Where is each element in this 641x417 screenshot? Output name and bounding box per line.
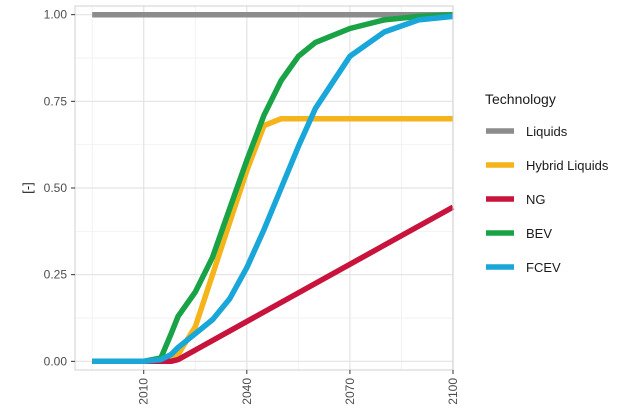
x-axis: 2010 2040 2070 2100 [137,370,460,405]
legend-label-hybrid-liquids: Hybrid Liquids [526,158,609,173]
y-axis-title: [-] [20,182,35,194]
legend: Technology Liquids Hybrid Liquids NG BEV FCE… [485,91,609,275]
y-tick-label: 0.25 [44,268,68,282]
y-tick-label: 0.75 [44,94,68,108]
x-tick-label: 2100 [446,378,460,405]
x-tick-label: 2040 [240,378,254,405]
series-lines [92,11,455,365]
major-gridlines [75,6,454,370]
legend-label-ng: NG [526,192,546,207]
y-tick-label: 0.00 [44,354,68,368]
y-axis: 0.00 0.25 0.50 0.75 1.00 [44,8,75,368]
series-line-fcev [92,13,454,365]
legend-label-bev: BEV [526,226,552,241]
y-tick-label: 1.00 [44,8,68,22]
x-tick-label: 2070 [343,378,357,405]
legend-title: Technology [485,91,556,107]
legend-label-fcev: FCEV [526,260,561,275]
x-tick-label: 2010 [137,378,151,405]
y-tick-label: 0.50 [44,181,68,195]
series-line-bev [92,11,454,365]
legend-label-liquids: Liquids [526,124,568,139]
